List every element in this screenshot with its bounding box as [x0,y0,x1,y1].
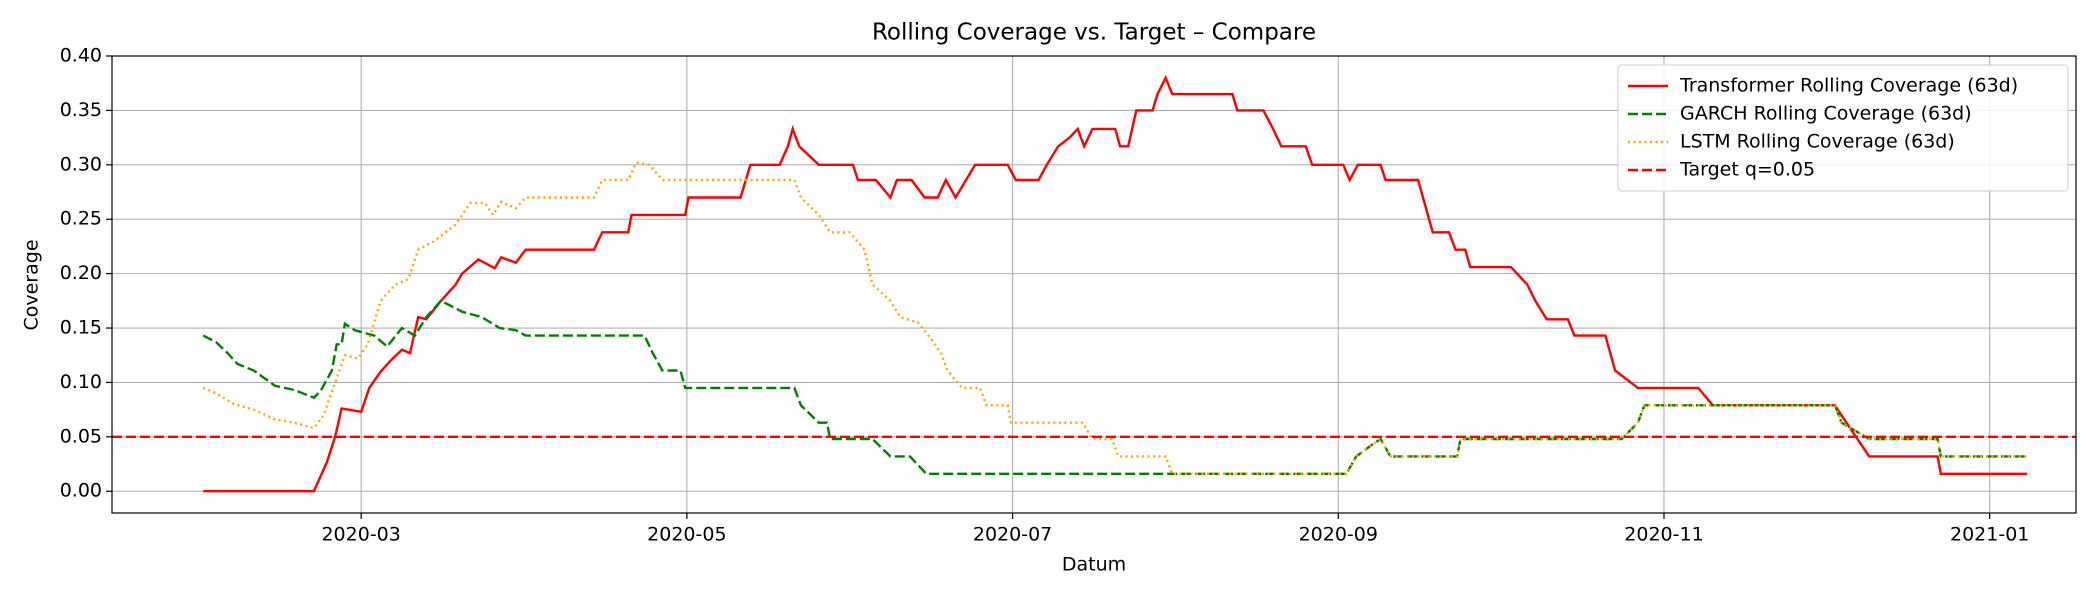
grid [112,55,2076,513]
chart-title: Rolling Coverage vs. Target – Compare [872,20,1316,46]
x-tick-label: 2020-03 [321,524,400,546]
x-tick-label: 2020-07 [973,524,1052,546]
legend-label: Target q=0.05 [1679,159,1815,181]
y-axis-label: Coverage [21,239,43,330]
y-tick-label: 0.20 [60,262,102,284]
series-line [203,74,2028,493]
legend-label: GARCH Rolling Coverage (63d) [1680,103,1972,125]
series-line [202,161,2028,475]
x-tick-label: 2020-05 [647,524,726,546]
y-tick-label: 0.40 [60,45,102,67]
x-tick-label: 2020-09 [1299,524,1378,546]
legend-label: Transformer Rolling Coverage (63d) [1679,75,2018,97]
x-tick-label: 2020-11 [1624,524,1703,546]
legend-label: LSTM Rolling Coverage (63d) [1680,131,1955,153]
y-tick-label: 0.15 [60,317,102,339]
y-tick-label: 0.35 [60,99,102,121]
y-tick-label: 0.30 [60,153,102,175]
y-tick-label: 0.05 [60,425,102,447]
y-tick-label: 0.00 [60,480,102,502]
y-tick-label: 0.25 [60,208,102,230]
plot-frame [111,55,2077,514]
x-tick-label: 2021-01 [1950,524,2029,546]
legend: Transformer Rolling Coverage (63d) GARCH … [1617,64,2069,192]
legend-box [1617,64,2069,192]
x-axis-label: Datum [1062,554,1126,576]
y-tick-label: 0.10 [60,371,102,393]
series-line [202,299,2028,475]
